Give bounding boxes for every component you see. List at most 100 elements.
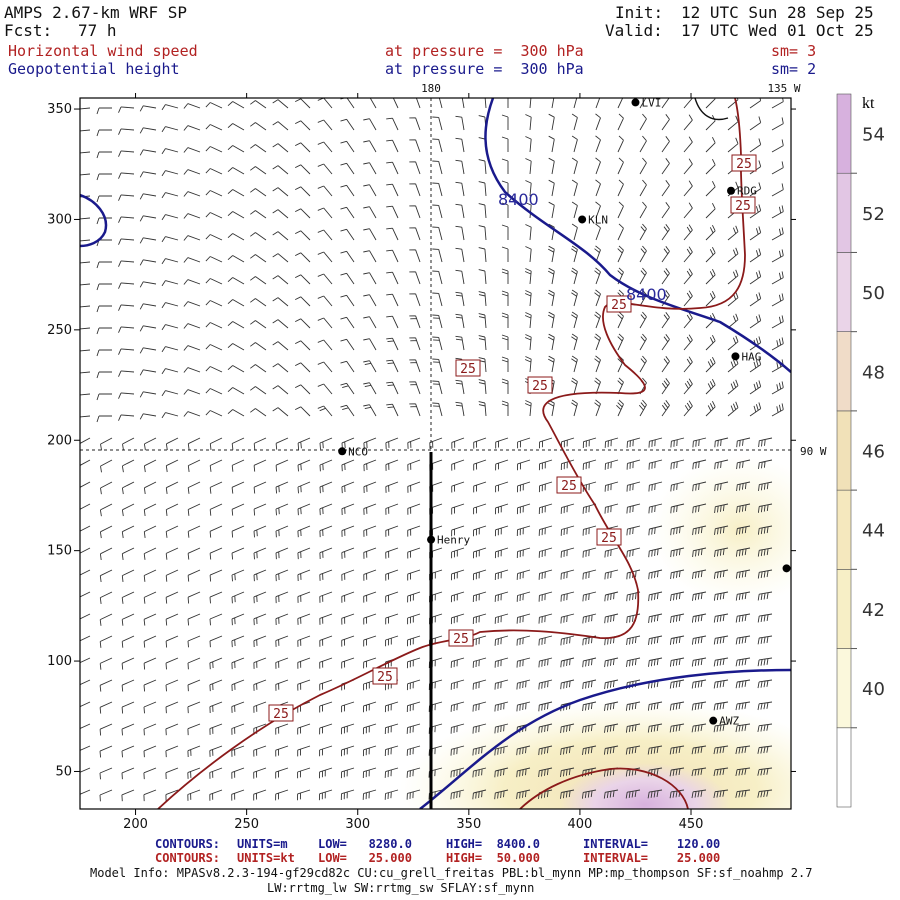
wind-label-4: 25	[455, 359, 481, 377]
svg-text:25: 25	[561, 479, 577, 494]
station-marker-6	[709, 716, 718, 725]
svg-text:25: 25	[273, 707, 289, 722]
colorbar-band-1	[836, 648, 852, 729]
colorbar-band-6	[836, 252, 852, 332]
wind-contour-25	[157, 98, 746, 809]
plot-background	[80, 98, 791, 809]
meridian-label-135w: 135 W	[767, 82, 800, 95]
colorbar-band-4	[836, 410, 852, 491]
field-geopotential: Geopotential height	[8, 60, 180, 78]
station-label-2: KLN	[588, 213, 608, 226]
wind-barbs	[80, 98, 784, 802]
colorbar-band-5	[836, 331, 852, 412]
contour-info-wind-high: HIGH= 50.000	[446, 851, 540, 865]
init-label: Init:	[615, 3, 664, 22]
wind-barb-field	[80, 98, 784, 802]
y-tick-label-6: 350	[47, 102, 72, 117]
y-tick-label-0: 50	[55, 764, 72, 779]
contour-info-wind-units: UNITS=kt	[237, 851, 295, 865]
wind-contour-50	[519, 767, 689, 809]
contour-info-height-low: LOW= 8280.0	[318, 837, 412, 851]
x-tick-label-0: 200	[123, 817, 148, 832]
station-label-5: Henry	[437, 534, 470, 547]
wind-label-8: 25	[448, 629, 474, 647]
colorbar-tick-label-1: 42	[862, 600, 885, 621]
y-tick-label-4: 250	[47, 323, 72, 338]
wind-shading-core	[560, 763, 730, 809]
contour-info-height-high: HIGH= 8400.0	[446, 837, 540, 851]
station-marker-2	[578, 215, 587, 224]
station-label-6: AWZ	[719, 715, 739, 728]
wind-label-10: 25	[268, 704, 294, 722]
forecast-label: Fcst:	[4, 21, 53, 40]
colorbar-tick-label-5: 50	[862, 283, 885, 304]
height-label-1: 8400	[498, 190, 539, 209]
station-label-3: HAG	[741, 350, 761, 363]
svg-text:25: 25	[735, 199, 751, 214]
valid-time: 17 UTC Wed 01 Oct 25	[681, 21, 874, 40]
model-info-line2: LW:rrtmg_lw SW:rrtmg_sw SFLAY:sf_mynn	[267, 881, 535, 895]
wind-label-5: 25	[527, 376, 553, 394]
height-contour-west	[80, 193, 108, 248]
svg-text:25: 25	[532, 379, 548, 394]
field-height-pressure: at pressure = 300 hPa	[385, 60, 584, 78]
plot-frame	[79, 97, 792, 810]
height-label-2: 8400	[626, 285, 667, 304]
x-tick-label-5: 450	[679, 817, 704, 832]
colorbar-tick-label-3: 46	[862, 442, 885, 463]
x-tick-label-4: 400	[568, 817, 593, 832]
meridian-label-90w: 90 W	[800, 445, 827, 458]
contour-info-height-units: UNITS=m	[237, 837, 288, 851]
svg-text:25: 25	[736, 157, 752, 172]
meridian-label-180: 180	[421, 82, 441, 95]
svg-text:25: 25	[601, 531, 617, 546]
contour-info-wind-low: LOW= 25.000	[318, 851, 412, 865]
field-wind-speed: Horizontal wind speed	[8, 42, 198, 60]
colorbar-band-3	[836, 489, 852, 570]
station-marker-0	[631, 98, 640, 107]
colorbar-tick-label-6: 52	[862, 204, 885, 225]
colorbar-unit: kt	[862, 95, 875, 112]
contour-info-wind-label: CONTOURS:	[155, 851, 221, 865]
x-tick-label-2: 300	[345, 817, 370, 832]
init-time: 12 UTC Sun 28 Sep 25	[681, 3, 874, 22]
field-wind-smoothing: sm= 3	[771, 42, 817, 60]
station-label-0: LVI	[641, 96, 661, 109]
forecast-hours: 77 h	[78, 21, 117, 40]
wind-label-9: 25	[372, 667, 398, 685]
field-wind-pressure: at pressure = 300 hPa	[385, 42, 584, 60]
station-label-1: RDG	[737, 185, 757, 198]
field-height-smoothing: sm= 2	[771, 60, 817, 78]
station-marker-3	[731, 352, 740, 361]
station-marker-7	[782, 564, 791, 573]
height-contour-south	[419, 668, 791, 809]
contour-info-height-interval: INTERVAL= 120.00	[583, 837, 721, 851]
contour-info-height-label: CONTOURS:	[155, 837, 221, 851]
station-marker-1	[727, 186, 736, 195]
colorbar-band-8	[836, 93, 852, 174]
coastline	[694, 98, 729, 121]
x-tick-label-1: 250	[234, 817, 259, 832]
contour-info-wind-interval: INTERVAL= 25.000	[583, 851, 721, 865]
colorbar-band-7	[836, 172, 852, 253]
colorbar-band-2	[836, 569, 852, 649]
colorbar-tick-label-4: 48	[862, 362, 885, 383]
svg-text:25: 25	[460, 362, 476, 377]
x-tick-label-3: 350	[456, 817, 481, 832]
valid-label: Valid:	[605, 21, 663, 40]
station-label-4: NCO	[348, 445, 368, 458]
model-info-line1: Model Info: MPASv8.2.3-194-gf29cd82c CU:…	[90, 866, 813, 880]
svg-text:25: 25	[377, 670, 393, 685]
y-tick-label-2: 150	[47, 544, 72, 559]
wind-label-3: 25	[606, 295, 632, 313]
wind-label-6: 25	[556, 476, 582, 494]
model-title: AMPS 2.67-km WRF SP	[4, 3, 188, 22]
y-tick-label-3: 200	[47, 433, 72, 448]
colorbar-tick-label-0: 40	[862, 679, 885, 700]
colorbar-tick-label-2: 44	[862, 521, 885, 542]
colorbar-tick-label-7: 54	[862, 125, 885, 146]
colorbar-band-0	[836, 727, 852, 808]
station-marker-4	[338, 447, 347, 456]
y-tick-label-5: 300	[47, 212, 72, 227]
